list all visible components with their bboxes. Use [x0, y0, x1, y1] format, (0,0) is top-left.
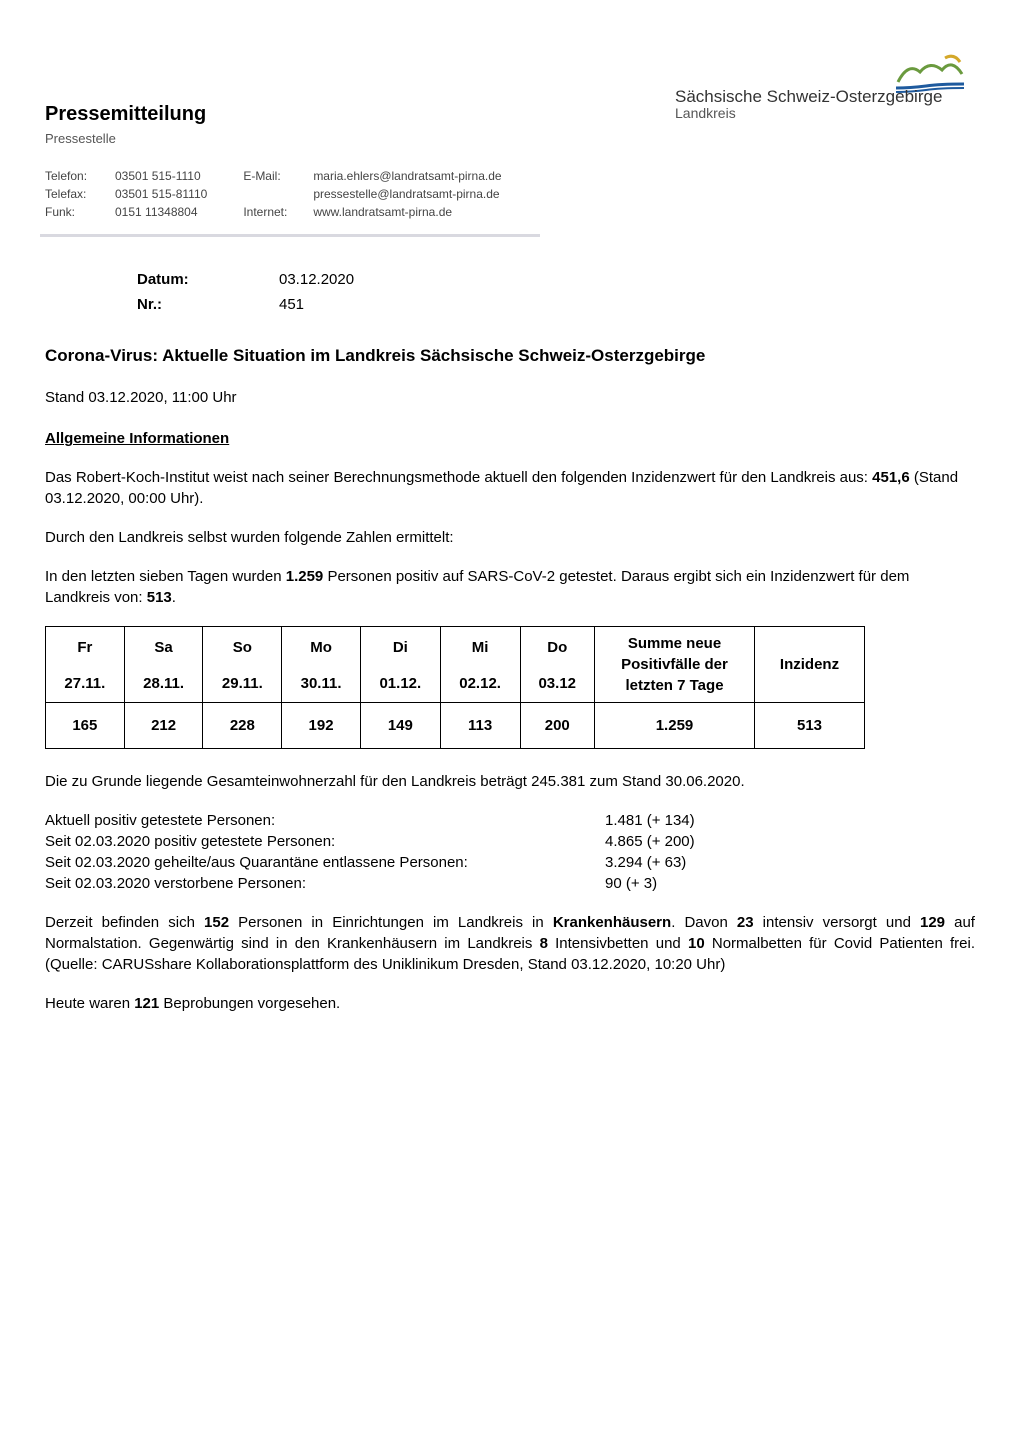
meta-block: Datum: 03.12.2020 Nr.: 451 [135, 267, 975, 319]
td-date-4: 01.12. [360, 670, 440, 703]
datum-label: Datum: [137, 269, 277, 292]
contact-block: Telefon: 03501 515-1110 E-Mail: maria.eh… [45, 168, 975, 221]
funk-label: Funk: [45, 204, 115, 222]
datum-value: 03.12.2020 [279, 269, 394, 292]
td-val-0: 165 [46, 703, 125, 749]
td-date-5: 02.12. [440, 670, 520, 703]
th-day-2: So [203, 627, 282, 670]
page-title: Pressemitteilung [45, 100, 655, 128]
stat1-label: Aktuell positiv getestete Personen: [45, 810, 605, 831]
th-day-1: Sa [124, 627, 203, 670]
logo-text-bottom: Landkreis [675, 105, 736, 120]
th-day-6: Do [520, 627, 595, 670]
th-day-0: Fr [46, 627, 125, 670]
para-beprobungen: Heute waren 121 Beprobungen vorgesehen. [45, 993, 975, 1014]
th-day-4: Di [360, 627, 440, 670]
td-date-2: 29.11. [203, 670, 282, 703]
th-summe: Summe neue Positivfälle der letzten 7 Ta… [595, 627, 755, 703]
headline: Corona-Virus: Aktuelle Situation im Land… [45, 344, 975, 368]
section-header: Allgemeine Informationen [45, 428, 975, 449]
td-val-1: 212 [124, 703, 203, 749]
stats-block: Aktuell positiv getestete Personen: 1.48… [45, 810, 975, 894]
internet-label: Internet: [243, 204, 313, 222]
para-landkreis: Durch den Landkreis selbst wurden folgen… [45, 527, 975, 548]
th-day-3: Mo [282, 627, 361, 670]
stat2-val: 4.865 (+ 200) [605, 831, 745, 852]
header-left: Pressemitteilung Pressestelle [45, 50, 655, 148]
stat4-val: 90 (+ 3) [605, 873, 745, 894]
telefax-value: 03501 515-81110 [115, 186, 213, 204]
td-val-5: 113 [440, 703, 520, 749]
funk-value: 0151 11348804 [115, 204, 213, 222]
landkreis-logo-icon: Sächsische Schweiz-Osterzgebirge Landkre… [675, 50, 975, 120]
nr-label: Nr.: [137, 294, 277, 317]
email1-value: maria.ehlers@landratsamt-pirna.de [313, 168, 507, 186]
para-einwohner: Die zu Grunde liegende Gesamteinwohnerza… [45, 771, 975, 792]
stat3-val: 3.294 (+ 63) [605, 852, 745, 873]
para-7tage: In den letzten sieben Tagen wurden 1.259… [45, 566, 975, 608]
para-krankenhaus: Derzeit befinden sich 152 Personen in Ei… [45, 912, 975, 975]
logo: Sächsische Schweiz-Osterzgebirge Landkre… [655, 50, 975, 126]
email2-value: pressestelle@landratsamt-pirna.de [313, 186, 507, 204]
td-val-3: 192 [282, 703, 361, 749]
stand-line: Stand 03.12.2020, 11:00 Uhr [45, 387, 975, 408]
stat3-label: Seit 02.03.2020 geheilte/aus Quarantäne … [45, 852, 605, 873]
td-val-2: 228 [203, 703, 282, 749]
page-subtitle: Pressestelle [45, 130, 655, 148]
email-label: E-Mail: [243, 168, 313, 186]
td-summe: 1.259 [595, 703, 755, 749]
th-day-5: Mi [440, 627, 520, 670]
divider [40, 234, 540, 237]
th-inzidenz: Inzidenz [755, 627, 865, 703]
para-rki: Das Robert-Koch-Institut weist nach sein… [45, 467, 975, 509]
td-date-1: 28.11. [124, 670, 203, 703]
incidence-table: Fr Sa So Mo Di Mi Do Summe neue Positivf… [45, 626, 865, 749]
header-row: Pressemitteilung Pressestelle Sächsische… [45, 50, 975, 148]
contact-table: Telefon: 03501 515-1110 E-Mail: maria.eh… [45, 168, 508, 221]
logo-text-top: Sächsische Schweiz-Osterzgebirge [675, 87, 942, 106]
internet-value: www.landratsamt-pirna.de [313, 204, 507, 222]
stat2-label: Seit 02.03.2020 positiv getestete Person… [45, 831, 605, 852]
stat4-label: Seit 02.03.2020 verstorbene Personen: [45, 873, 605, 894]
nr-value: 451 [279, 294, 394, 317]
td-val-4: 149 [360, 703, 440, 749]
telefax-label: Telefax: [45, 186, 115, 204]
telefon-label: Telefon: [45, 168, 115, 186]
stat1-val: 1.481 (+ 134) [605, 810, 745, 831]
td-date-0: 27.11. [46, 670, 125, 703]
telefon-value: 03501 515-1110 [115, 168, 213, 186]
td-inzidenz: 513 [755, 703, 865, 749]
td-val-6: 200 [520, 703, 595, 749]
td-date-3: 30.11. [282, 670, 361, 703]
td-date-6: 03.12 [520, 670, 595, 703]
